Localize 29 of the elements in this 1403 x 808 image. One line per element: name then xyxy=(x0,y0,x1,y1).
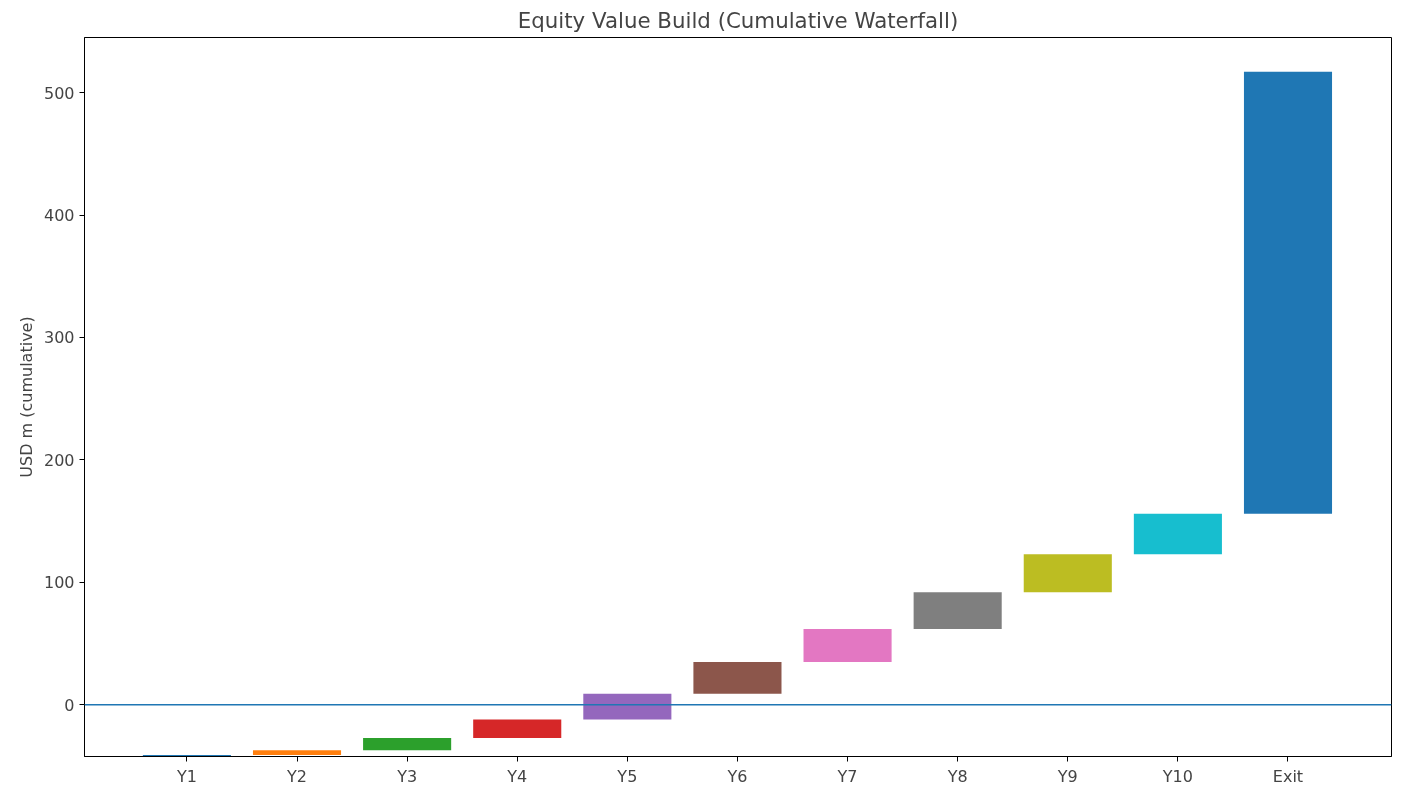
x-tick-label: Y2 xyxy=(286,766,307,786)
bar xyxy=(363,737,452,751)
x-tick-label: Y9 xyxy=(1056,766,1078,786)
x-tick-label: Y4 xyxy=(506,766,528,786)
y-tick-label: 200 xyxy=(43,450,75,470)
y-axis-title: USD m (cumulative) xyxy=(16,316,36,478)
bar xyxy=(1023,554,1112,593)
bar xyxy=(693,661,782,694)
x-tick-label: Y5 xyxy=(616,766,638,786)
bar xyxy=(1133,513,1222,555)
bar xyxy=(1243,71,1333,514)
y-tick-label: 0 xyxy=(64,695,75,715)
y-tick-label: 500 xyxy=(43,83,75,103)
x-tick-label: Y3 xyxy=(396,766,418,786)
x-tick-label: Y1 xyxy=(175,766,197,786)
y-tick-label: 400 xyxy=(43,206,75,226)
bar xyxy=(803,628,892,662)
y-tick-label: 300 xyxy=(43,328,75,348)
x-tick-label: Y7 xyxy=(836,766,858,786)
x-tick-label: Exit xyxy=(1272,766,1304,786)
x-tick-label: Y10 xyxy=(1161,766,1193,786)
y-tick-label: 100 xyxy=(43,573,75,593)
x-tick-label: Y6 xyxy=(726,766,748,786)
bar xyxy=(913,592,1002,629)
x-tick-label: Y8 xyxy=(946,766,968,786)
bar xyxy=(583,693,672,720)
bar xyxy=(473,719,562,738)
chart-title: Equity Value Build (Cumulative Waterfall) xyxy=(517,7,959,33)
bar xyxy=(252,750,342,756)
